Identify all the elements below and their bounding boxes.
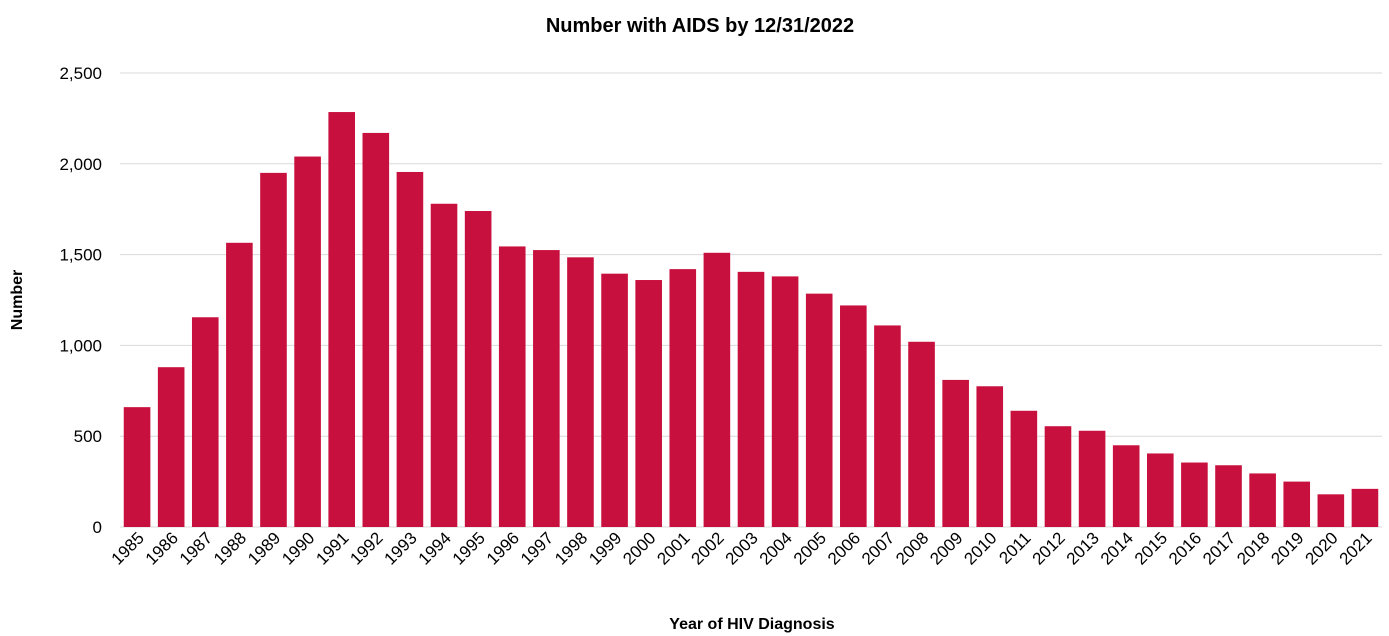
y-tick-label: 500 <box>74 427 102 446</box>
bar-2017 <box>1215 465 1242 527</box>
x-axis-ticks: 1985198619871988198919901991199219931994… <box>108 528 1376 568</box>
x-tick-label: 2008 <box>892 528 932 568</box>
bar-2015 <box>1146 453 1174 527</box>
bar-2020 <box>1317 494 1345 527</box>
bar-2000 <box>635 280 662 527</box>
x-tick-label: 1989 <box>244 528 284 568</box>
x-tick-label: 2015 <box>1131 528 1171 568</box>
bar-2011 <box>1010 410 1038 527</box>
x-tick-label: 2001 <box>653 528 693 568</box>
x-tick-label: 1999 <box>585 528 625 568</box>
bar-2016 <box>1181 462 1208 527</box>
bar-2004 <box>771 276 799 527</box>
bar-1988 <box>226 242 253 527</box>
x-tick-label: 2014 <box>1097 528 1137 568</box>
bar-2001 <box>669 269 697 527</box>
x-tick-label: 2018 <box>1233 528 1273 568</box>
x-tick-label: 2010 <box>960 528 1000 568</box>
bar-1994 <box>430 203 458 527</box>
x-tick-label: 1988 <box>210 528 250 568</box>
y-axis-ticks: 0 500 1,000 1,500 2,000 2,500 <box>59 64 102 537</box>
bar-2019 <box>1283 481 1311 527</box>
bar-1993 <box>396 171 424 528</box>
bar-1989 <box>260 172 287 527</box>
x-tick-label: 2019 <box>1267 528 1307 568</box>
y-tick-label: 0 <box>93 518 102 537</box>
bar-1999 <box>601 273 628 527</box>
bar-1986 <box>157 367 185 527</box>
x-tick-label: 2009 <box>926 528 966 568</box>
x-tick-label: 1992 <box>346 528 386 568</box>
x-tick-label: 2020 <box>1301 528 1341 568</box>
bars <box>123 112 1379 528</box>
bar-2010 <box>976 386 1004 527</box>
bar-2006 <box>840 305 867 527</box>
x-tick-label: 1986 <box>142 528 182 568</box>
bar-1995 <box>464 211 492 528</box>
bar-2007 <box>874 325 901 527</box>
bar-1987 <box>191 317 219 527</box>
bar-1998 <box>567 257 594 527</box>
bar-1991 <box>328 112 356 527</box>
x-tick-label: 1995 <box>449 528 489 568</box>
x-tick-label: 2002 <box>688 528 728 568</box>
bar-2009 <box>942 379 969 527</box>
x-tick-label: 1985 <box>108 528 148 568</box>
bar-2021 <box>1351 488 1379 527</box>
x-tick-label: 2016 <box>1165 528 1205 568</box>
x-tick-label: 2013 <box>1063 528 1103 568</box>
y-tick-label: 2,500 <box>59 64 102 83</box>
x-tick-label: 2017 <box>1199 528 1239 568</box>
x-tick-label: 2006 <box>824 528 864 568</box>
x-tick-label: 1991 <box>312 528 352 568</box>
chart-title: Number with AIDS by 12/31/2022 <box>546 15 854 37</box>
x-tick-label: 2021 <box>1336 528 1376 568</box>
bar-1996 <box>498 246 526 528</box>
x-tick-label: 2004 <box>756 528 796 568</box>
x-tick-label: 1996 <box>483 528 523 568</box>
x-tick-label: 1998 <box>551 528 591 568</box>
bar-2018 <box>1249 473 1276 527</box>
x-tick-label: 1997 <box>517 528 557 568</box>
bar-2003 <box>737 271 765 527</box>
bar-1990 <box>294 156 321 527</box>
x-tick-label: 1994 <box>415 528 455 568</box>
x-tick-label: 2000 <box>619 528 659 568</box>
y-tick-label: 1,000 <box>59 336 102 355</box>
x-tick-label: 2005 <box>790 528 830 568</box>
bar-2002 <box>703 252 731 527</box>
x-tick-label: 2007 <box>858 528 898 568</box>
bar-1985 <box>123 407 151 527</box>
y-axis-title: Number <box>9 270 26 330</box>
y-tick-label: 2,000 <box>59 155 102 174</box>
x-axis-title: Year of HIV Diagnosis <box>669 616 834 633</box>
x-tick-label: 2011 <box>995 528 1034 567</box>
y-tick-label: 1,500 <box>59 246 102 265</box>
bar-2005 <box>805 293 833 527</box>
bar-1992 <box>362 132 390 528</box>
bar-1997 <box>533 250 560 527</box>
bar-2012 <box>1044 426 1072 527</box>
x-tick-label: 2003 <box>722 528 762 568</box>
bar-2008 <box>908 341 935 527</box>
x-tick-label: 1993 <box>381 528 421 568</box>
x-tick-label: 1987 <box>176 528 216 568</box>
x-tick-label: 1990 <box>278 528 318 568</box>
x-tick-label: 2012 <box>1029 528 1069 568</box>
bar-2014 <box>1112 445 1140 527</box>
bar-2013 <box>1078 430 1106 527</box>
